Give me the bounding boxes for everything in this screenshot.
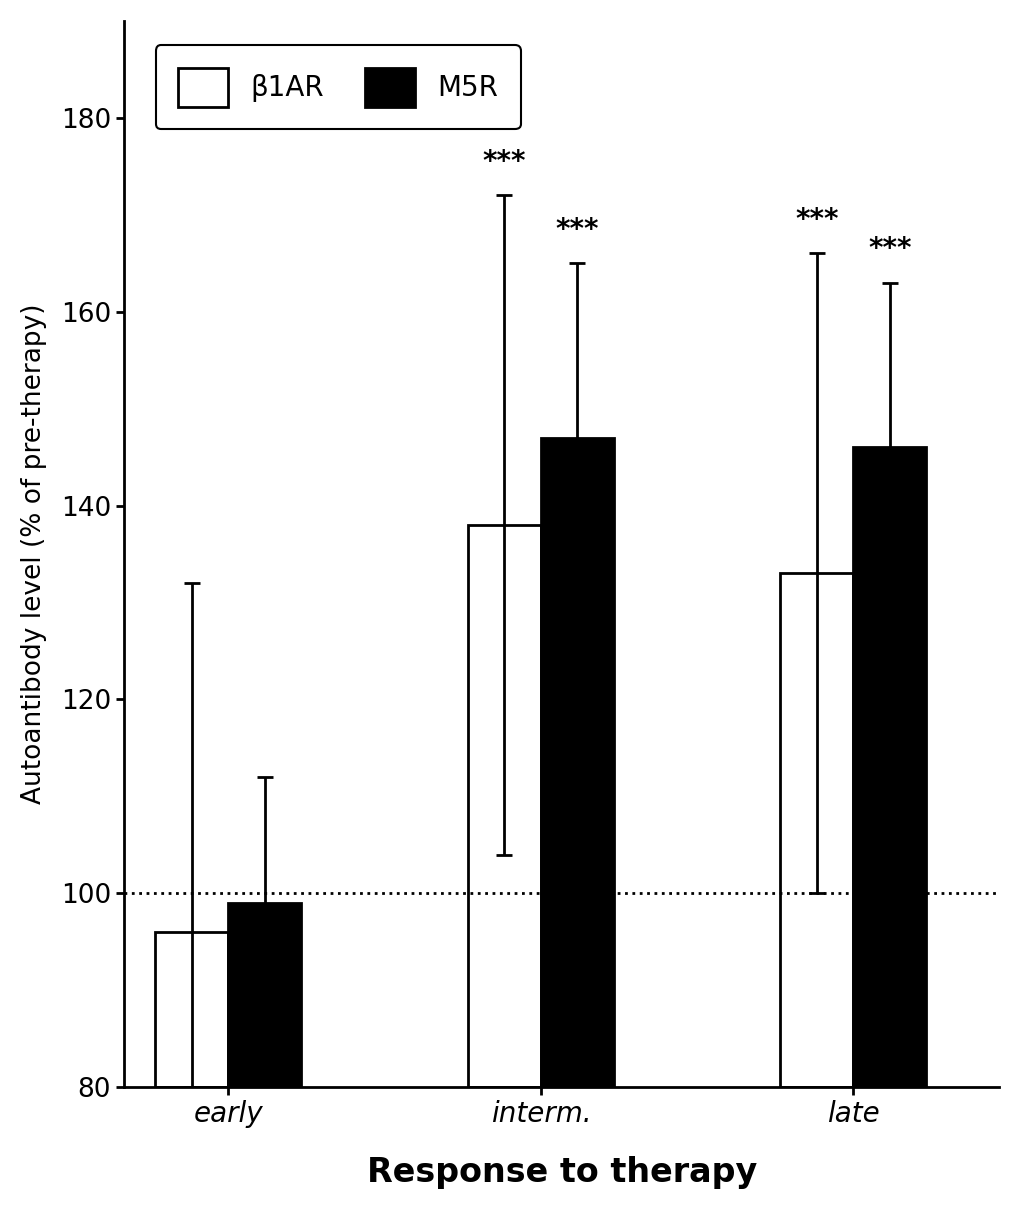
Bar xyxy=(468,525,540,1088)
Bar xyxy=(780,574,853,1088)
Bar xyxy=(853,448,925,1088)
Bar xyxy=(155,932,228,1088)
Text: ***: *** xyxy=(482,148,526,175)
Text: ***: *** xyxy=(555,215,598,243)
Bar xyxy=(540,438,613,1088)
Text: ***: *** xyxy=(867,235,911,264)
Bar xyxy=(228,903,301,1088)
Text: ***: *** xyxy=(795,206,838,234)
Y-axis label: Autoantibody level (% of pre-therapy): Autoantibody level (% of pre-therapy) xyxy=(20,304,47,805)
X-axis label: Response to therapy: Response to therapy xyxy=(366,1157,756,1189)
Legend: β1AR, M5R: β1AR, M5R xyxy=(156,46,520,129)
